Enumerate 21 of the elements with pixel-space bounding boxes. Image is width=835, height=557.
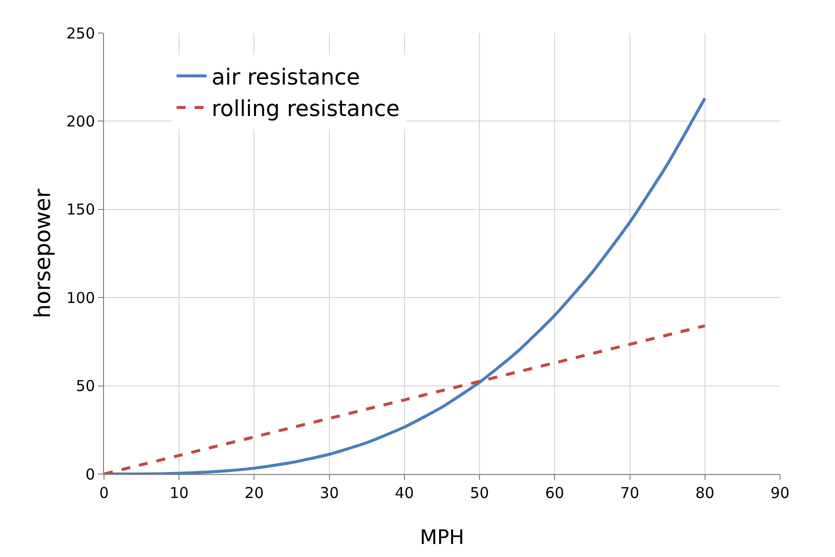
- x-tick-label: 0: [99, 484, 109, 502]
- x-tick-label: 80: [695, 484, 714, 502]
- x-tick-label: 30: [320, 484, 339, 502]
- legend-label: air resistance: [212, 65, 360, 90]
- y-tick-label: 150: [66, 200, 95, 219]
- y-tick-label: 100: [66, 288, 95, 307]
- y-tick-label: 0: [85, 465, 95, 484]
- y-axis-title: horsepower: [31, 188, 56, 318]
- x-tick-label: 10: [170, 484, 189, 502]
- x-tick-label: 60: [545, 484, 564, 502]
- y-tick-label: 50: [76, 377, 95, 396]
- legend-label: rolling resistance: [212, 97, 400, 122]
- x-tick-label: 50: [470, 484, 490, 502]
- line-series: [104, 324, 706, 474]
- x-tick-label: 90: [770, 484, 790, 502]
- y-tick-label: 200: [66, 112, 95, 130]
- x-tick-label: 70: [620, 484, 640, 502]
- x-tick-label: 40: [394, 484, 414, 502]
- y-tick-label: 250: [66, 24, 95, 42]
- x-axis-title: MPH: [420, 525, 464, 549]
- x-tick-label: 20: [244, 484, 264, 502]
